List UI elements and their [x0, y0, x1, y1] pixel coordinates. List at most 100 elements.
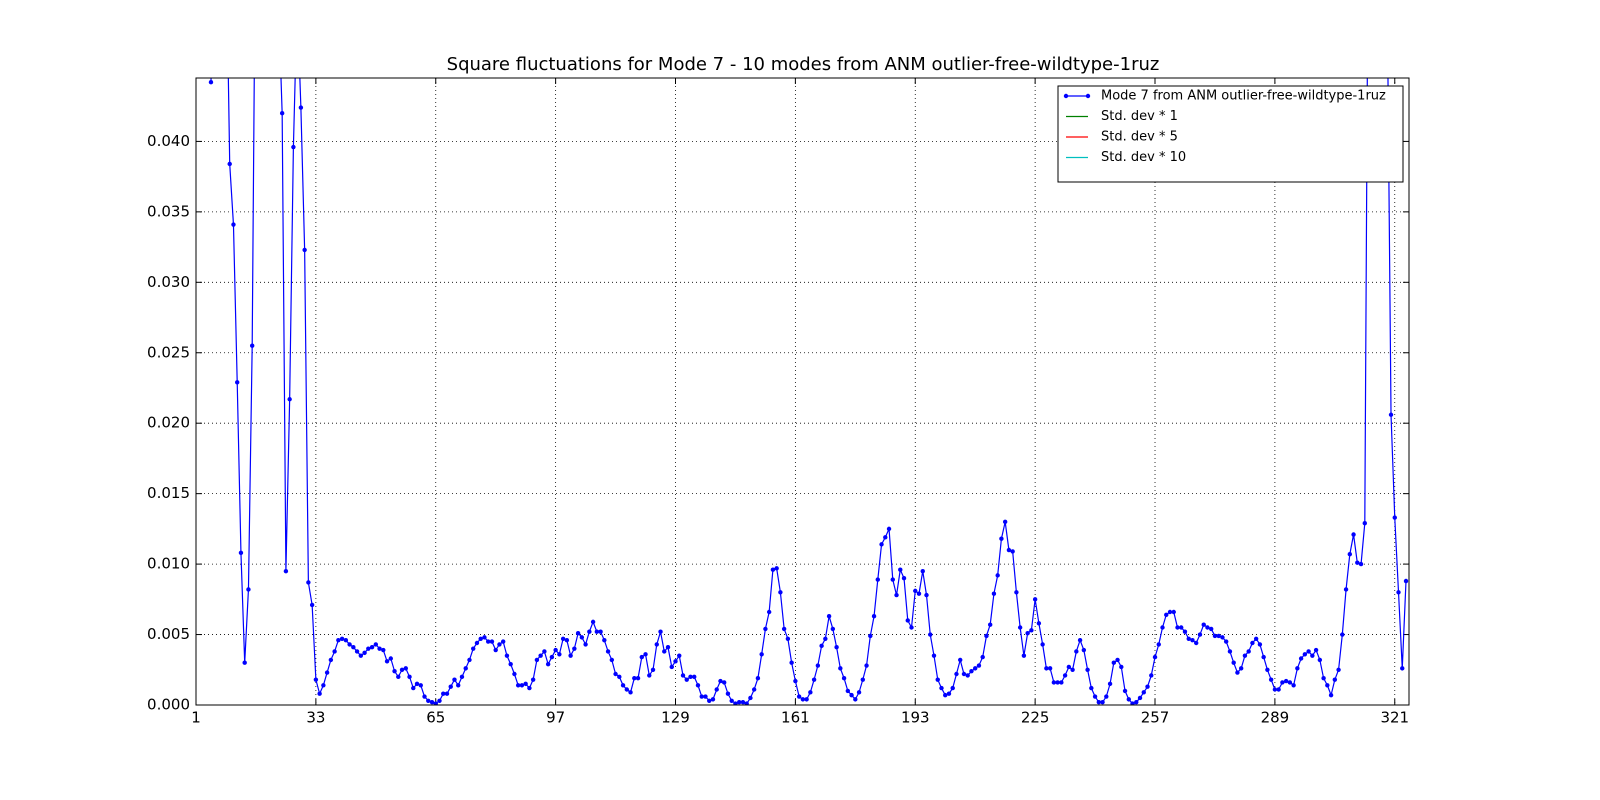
point [692, 674, 697, 680]
point [366, 646, 371, 651]
point [999, 536, 1004, 541]
point [358, 653, 364, 658]
point [575, 630, 581, 636]
point [733, 701, 738, 705]
point [1107, 681, 1113, 687]
point [1051, 680, 1057, 685]
point [1317, 657, 1323, 663]
point [306, 580, 311, 585]
point [456, 683, 461, 688]
point [654, 642, 659, 647]
x-tick-label: 1 [191, 709, 201, 727]
point [527, 685, 532, 691]
point [853, 697, 858, 702]
point [939, 685, 944, 691]
point [1179, 625, 1184, 630]
point [249, 343, 255, 348]
point [1077, 637, 1083, 643]
point [845, 688, 851, 694]
point [901, 575, 907, 581]
point [1212, 633, 1218, 639]
point [980, 654, 985, 660]
point [1351, 532, 1356, 537]
point [545, 661, 551, 667]
point [909, 625, 914, 630]
point [444, 691, 450, 696]
point [759, 652, 764, 657]
point [856, 690, 862, 695]
point [950, 685, 955, 691]
point [1149, 673, 1154, 678]
point [913, 588, 918, 594]
point [384, 659, 390, 664]
x-tick-label: 129 [661, 709, 690, 727]
point [377, 646, 382, 651]
point [328, 657, 334, 663]
point [1257, 642, 1263, 647]
point [1276, 687, 1281, 692]
point [598, 629, 603, 634]
point [572, 646, 577, 651]
point [946, 691, 952, 696]
point [332, 649, 337, 654]
point [1145, 684, 1150, 689]
point [287, 397, 292, 402]
point [613, 671, 618, 677]
point [920, 568, 925, 574]
point [1029, 628, 1034, 633]
point [890, 577, 895, 582]
point [396, 674, 401, 680]
point [1223, 639, 1229, 644]
point [1197, 632, 1203, 637]
point [590, 619, 596, 625]
point [407, 674, 412, 680]
point [583, 642, 588, 647]
point [665, 645, 671, 650]
point [362, 650, 367, 656]
point [1122, 688, 1128, 694]
point [549, 654, 555, 660]
point [703, 694, 708, 699]
point [1238, 666, 1244, 671]
point [1355, 560, 1360, 565]
point [1134, 699, 1139, 705]
point [553, 647, 558, 653]
point [635, 676, 641, 681]
point [1325, 683, 1330, 688]
point [834, 645, 839, 650]
point [898, 567, 903, 572]
point [459, 674, 465, 680]
point [1385, 0, 1389, 3]
point [309, 602, 315, 608]
point [632, 676, 637, 681]
point [1209, 626, 1214, 632]
point [710, 697, 716, 702]
plot-frame [195, 77, 1410, 706]
point [1164, 612, 1169, 618]
point [1160, 625, 1165, 630]
legend-marker [1063, 93, 1069, 99]
point [1321, 676, 1326, 681]
point [894, 592, 899, 598]
point [508, 661, 513, 667]
point [1328, 692, 1334, 698]
point [471, 646, 476, 651]
point [482, 635, 487, 640]
point [557, 652, 562, 657]
point [1070, 667, 1075, 672]
legend-label: Std. dev * 1 [1101, 109, 1178, 124]
point [763, 626, 768, 632]
point [624, 687, 630, 692]
point [736, 699, 742, 705]
point [819, 643, 824, 649]
point [1310, 653, 1315, 658]
point [1250, 640, 1255, 646]
point [830, 626, 836, 632]
point [403, 666, 408, 671]
point [1096, 699, 1102, 705]
point [987, 622, 993, 627]
legend: Mode 7 from ANM outlier-free-wildtype-1r… [1057, 85, 1404, 183]
point [823, 636, 828, 641]
point [422, 694, 427, 699]
